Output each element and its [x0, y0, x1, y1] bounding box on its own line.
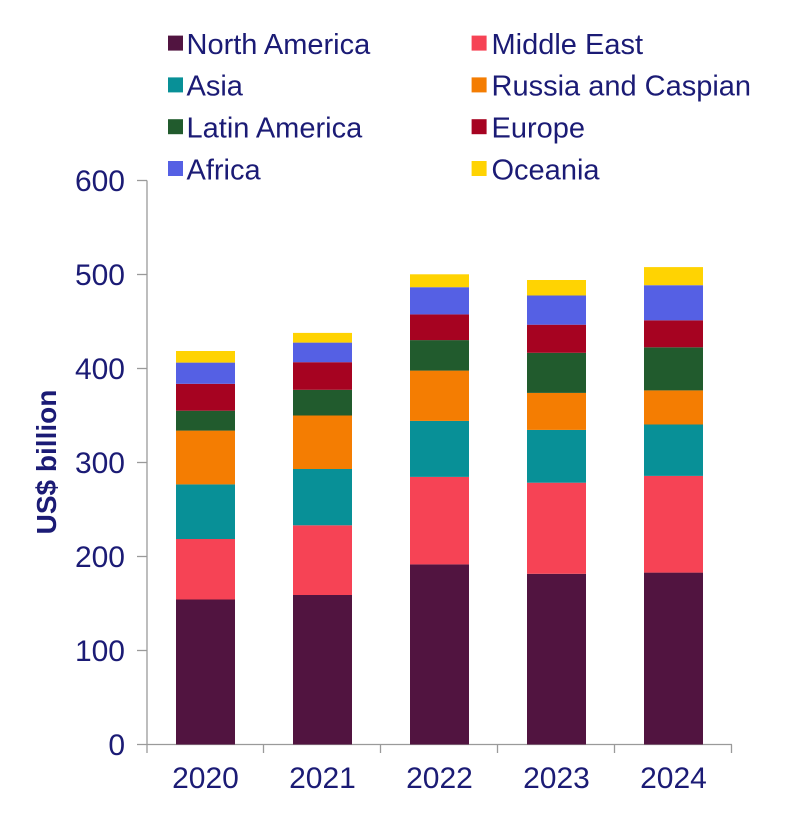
svg-text:Oceania: Oceania — [492, 154, 601, 186]
svg-text:2020: 2020 — [172, 762, 239, 795]
svg-text:Middle East: Middle East — [492, 29, 644, 61]
svg-text:North America: North America — [187, 29, 372, 61]
svg-text:Latin America: Latin America — [187, 113, 364, 145]
svg-text:2022: 2022 — [406, 762, 473, 795]
svg-text:100: 100 — [75, 635, 125, 668]
svg-text:500: 500 — [75, 259, 125, 292]
svg-text:2023: 2023 — [523, 762, 590, 795]
svg-text:Europe: Europe — [492, 113, 586, 145]
svg-text:400: 400 — [75, 353, 125, 386]
svg-text:Russia and Caspian: Russia and Caspian — [492, 71, 752, 103]
svg-text:2024: 2024 — [640, 762, 707, 795]
svg-text:Asia: Asia — [187, 71, 244, 103]
svg-text:600: 600 — [75, 165, 125, 198]
svg-text:2021: 2021 — [289, 762, 356, 795]
svg-text:0: 0 — [108, 729, 125, 762]
svg-text:Africa: Africa — [187, 154, 262, 186]
svg-text:US$ billion: US$ billion — [31, 390, 62, 535]
svg-text:300: 300 — [75, 447, 125, 480]
svg-text:200: 200 — [75, 541, 125, 574]
